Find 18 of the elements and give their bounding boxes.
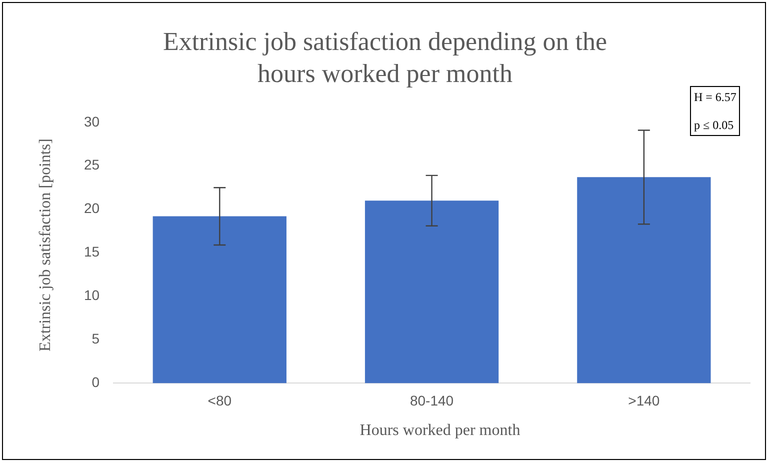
annotation: p ≤ 0.05	[694, 117, 735, 133]
x-tick-label: >140	[628, 392, 660, 408]
x-axis-title: Hours worked per month	[358, 422, 522, 440]
y-tick-label: 0	[92, 374, 100, 390]
y-tick-label: 10	[84, 287, 100, 304]
text: H = 6.57	[694, 89, 736, 105]
y-axis-title: Extrinsic job satisfaction [points]	[36, 138, 55, 354]
x-tick-label: 80-140	[410, 392, 454, 408]
y-tick-label: 5	[92, 330, 100, 347]
y-tick-label: 20	[84, 200, 100, 216]
x-tick-label: <80	[208, 392, 232, 408]
y-tick-label: 15	[84, 244, 100, 260]
y-tick-label: 30	[84, 113, 100, 130]
chart-title: Extrinsic job satisfaction depending on the hours worked per month	[162, 26, 608, 90]
bar	[577, 177, 711, 384]
bar	[152, 216, 286, 384]
y-tick-label: 25	[84, 156, 100, 173]
bar	[364, 200, 499, 384]
